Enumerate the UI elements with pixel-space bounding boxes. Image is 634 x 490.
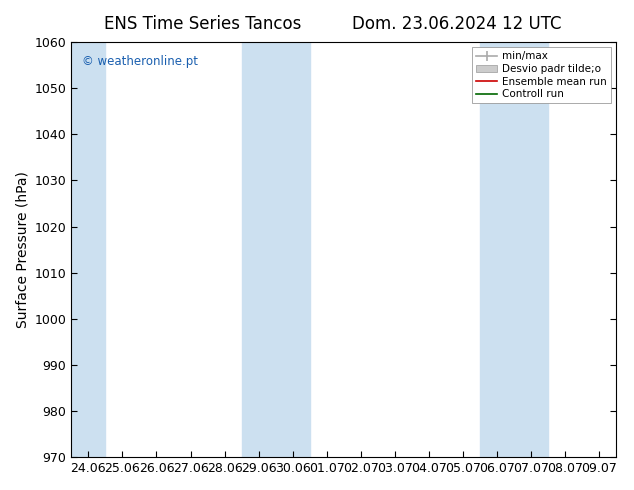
Text: Dom. 23.06.2024 12 UTC: Dom. 23.06.2024 12 UTC [352, 15, 561, 33]
Bar [242, 42, 276, 457]
Text: © weatheronline.pt: © weatheronline.pt [82, 54, 198, 68]
Legend: min/max, Desvio padr tilde;o, Ensemble mean run, Controll run: min/max, Desvio padr tilde;o, Ensemble m… [472, 47, 611, 103]
Bar [276, 42, 310, 457]
Text: ENS Time Series Tancos: ENS Time Series Tancos [104, 15, 302, 33]
Bar [71, 42, 105, 457]
Bar [480, 42, 514, 457]
Y-axis label: Surface Pressure (hPa): Surface Pressure (hPa) [15, 171, 29, 328]
Bar [514, 42, 548, 457]
